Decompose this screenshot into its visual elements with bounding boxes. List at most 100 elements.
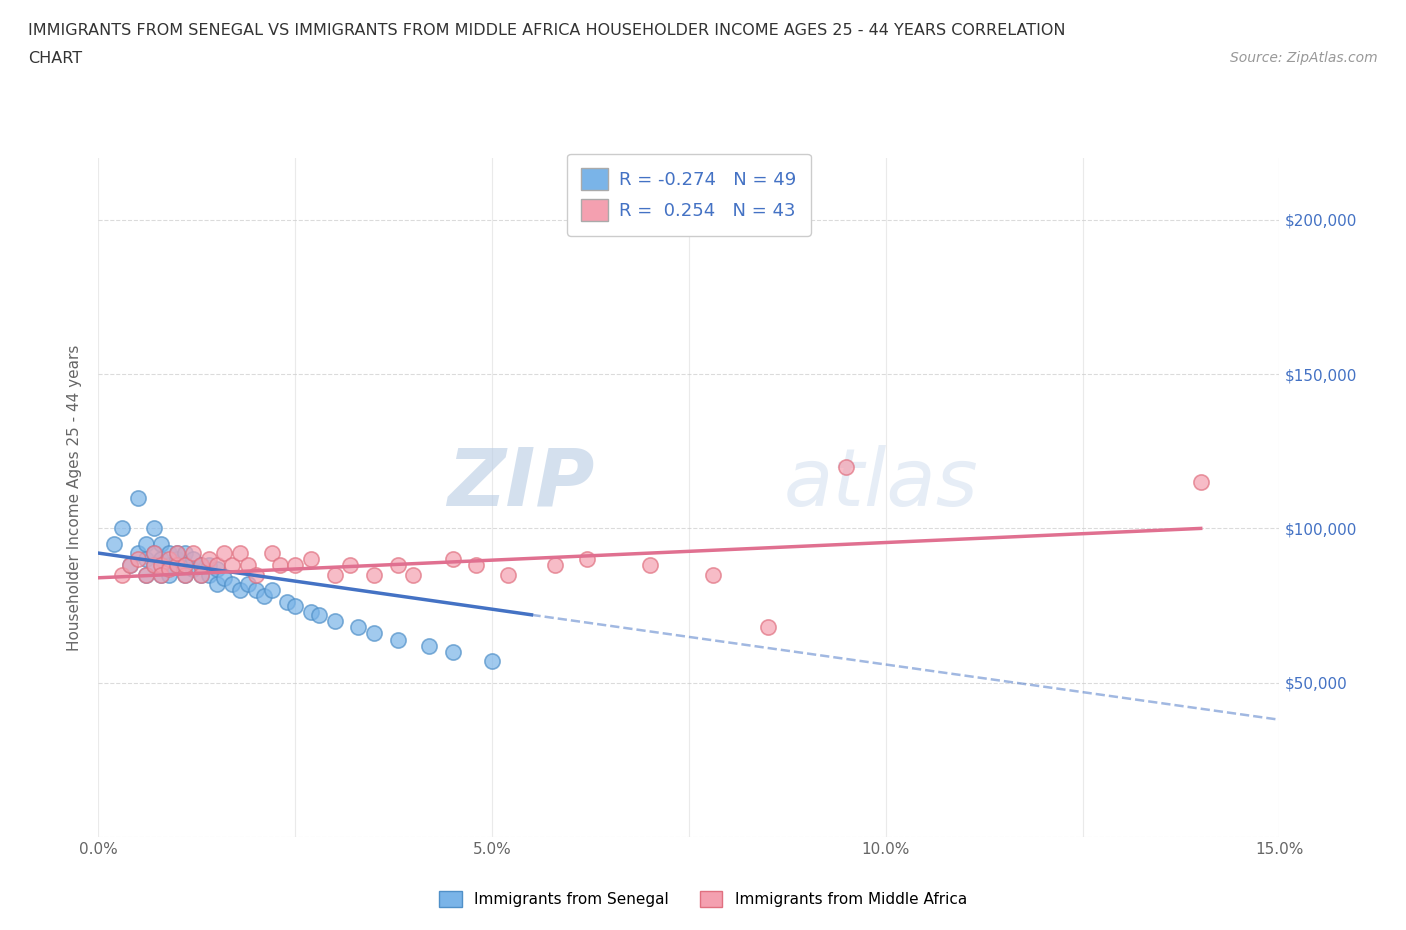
Point (135, 567, 157, 582)
Point (260, 583, 283, 598)
Point (1189, 474, 1212, 489)
Text: atlas: atlas (783, 445, 979, 523)
Point (118, 558, 141, 573)
Point (245, 583, 267, 598)
Point (363, 567, 385, 582)
Point (387, 558, 409, 573)
Point (142, 558, 165, 573)
Point (702, 567, 724, 582)
Point (142, 521, 165, 536)
Point (166, 546, 188, 561)
Point (214, 570, 236, 585)
Point (174, 567, 197, 582)
Point (260, 546, 283, 561)
Point (166, 558, 188, 573)
Point (387, 632, 409, 647)
Point (157, 561, 180, 576)
Point (142, 546, 165, 561)
Point (103, 537, 125, 551)
Point (166, 551, 188, 566)
Point (135, 567, 157, 582)
Point (276, 595, 298, 610)
Point (135, 551, 157, 566)
Point (174, 567, 197, 582)
Point (205, 577, 228, 591)
Point (166, 558, 188, 573)
Point (174, 546, 197, 561)
Point (142, 558, 165, 573)
Point (284, 558, 307, 573)
Point (638, 558, 661, 573)
Point (269, 558, 291, 573)
Point (190, 567, 212, 582)
Point (236, 558, 259, 573)
Point (190, 558, 212, 573)
Point (150, 567, 173, 582)
Point (111, 567, 134, 582)
Point (150, 551, 173, 566)
Point (205, 558, 228, 573)
Point (118, 558, 141, 573)
Point (181, 551, 204, 566)
Point (299, 551, 322, 566)
Point (197, 558, 219, 573)
Point (190, 558, 212, 573)
Point (481, 654, 503, 669)
Point (197, 567, 219, 582)
Point (166, 546, 188, 561)
Point (418, 638, 440, 653)
Text: Source: ZipAtlas.com: Source: ZipAtlas.com (1230, 51, 1378, 65)
Point (221, 577, 243, 591)
Point (181, 546, 204, 561)
Point (127, 551, 149, 566)
Point (236, 577, 259, 591)
Point (174, 558, 197, 573)
Point (323, 567, 346, 582)
Point (127, 546, 149, 561)
Point (157, 551, 180, 566)
Point (245, 567, 267, 582)
Point (756, 619, 779, 634)
Point (253, 589, 276, 604)
Legend: Immigrants from Senegal, Immigrants from Middle Africa: Immigrants from Senegal, Immigrants from… (433, 884, 973, 913)
Point (835, 459, 858, 474)
Point (174, 558, 197, 573)
Point (339, 558, 361, 573)
Legend: R = -0.274   N = 49, R =  0.254   N = 43: R = -0.274 N = 49, R = 0.254 N = 43 (567, 153, 811, 235)
Point (299, 604, 322, 619)
Point (214, 546, 236, 561)
Point (363, 626, 385, 641)
Point (441, 644, 464, 659)
Text: CHART: CHART (28, 51, 82, 66)
Text: IMMIGRANTS FROM SENEGAL VS IMMIGRANTS FROM MIDDLE AFRICA HOUSEHOLDER INCOME AGES: IMMIGRANTS FROM SENEGAL VS IMMIGRANTS FR… (28, 23, 1066, 38)
Y-axis label: Householder Income Ages 25 - 44 years: Householder Income Ages 25 - 44 years (67, 344, 83, 651)
Point (229, 583, 252, 598)
Point (402, 567, 425, 582)
Point (544, 558, 567, 573)
Point (205, 561, 228, 576)
Point (308, 607, 330, 622)
Point (221, 558, 243, 573)
Point (142, 546, 165, 561)
Point (441, 551, 464, 566)
Point (284, 598, 307, 613)
Point (150, 537, 173, 551)
Point (150, 567, 173, 582)
Point (127, 490, 149, 505)
Point (157, 558, 180, 573)
Text: ZIP: ZIP (447, 445, 595, 523)
Point (465, 558, 488, 573)
Point (135, 537, 157, 551)
Point (197, 551, 219, 566)
Point (181, 561, 204, 576)
Point (157, 546, 180, 561)
Point (190, 567, 212, 582)
Point (575, 551, 598, 566)
Point (496, 567, 519, 582)
Point (157, 567, 180, 582)
Point (347, 619, 370, 634)
Point (323, 614, 346, 629)
Point (150, 558, 173, 573)
Point (111, 521, 134, 536)
Point (229, 546, 252, 561)
